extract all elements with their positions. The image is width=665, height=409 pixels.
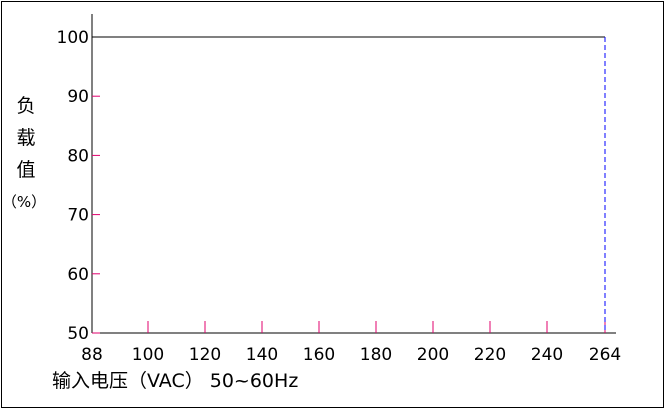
y-axis-label-char: 载 [16,127,35,149]
y-axis-label: 负载值 （%） [2,95,46,211]
x-tick-label: 264 [589,345,621,365]
y-tick-label: 90 [67,87,89,107]
x-tick-label: 160 [303,345,335,365]
x-tick-label: 180 [360,345,392,365]
x-tick-label: 100 [132,345,164,365]
y-axis-label-char: （%） [2,193,46,211]
y-axis-label-char: 负 [16,95,35,117]
x-tick-label: 140 [246,345,278,365]
x-tick-label: 88 [81,345,103,365]
axes [91,14,616,334]
series [92,36,606,333]
x-tick-label: 120 [189,345,221,365]
tick-marks [92,36,606,334]
y-tick-label: 70 [67,206,89,226]
y-tick-label: 100 [57,28,89,48]
y-tick-label: 60 [67,265,89,285]
y-tick-label: 50 [67,324,89,344]
y-tick-label: 80 [67,146,89,166]
y-axis-label-char: 值 [16,159,35,181]
x-tick-label: 240 [531,345,563,365]
x-tick-label: 220 [474,345,506,365]
x-tick-label: 200 [417,345,449,365]
x-axis-label: 输入电压（VAC） 50~60Hz [52,370,298,392]
tick-labels: 50 60 70 80 90 100 88 100 120 140 160 180 200 220 240 2… [57,28,622,365]
